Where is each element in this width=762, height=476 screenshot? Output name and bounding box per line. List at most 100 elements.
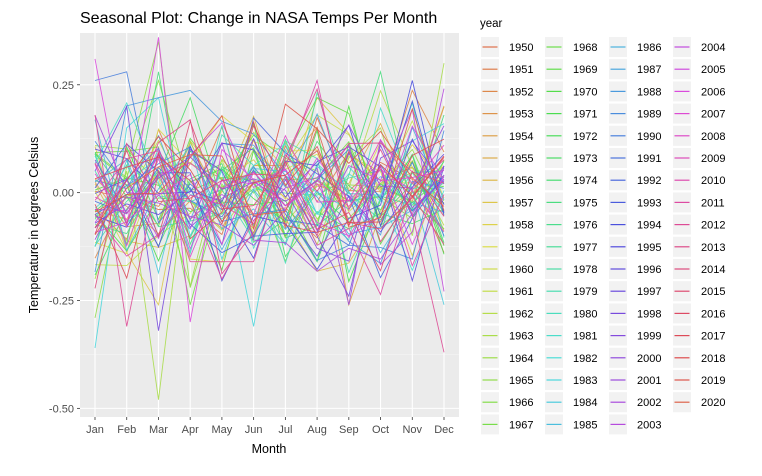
legend-label: 1966 xyxy=(509,397,533,409)
legend-label: 2013 xyxy=(701,242,725,254)
legend-label: 1968 xyxy=(573,42,597,54)
legend-label: 1964 xyxy=(509,353,533,365)
legend-label: 2008 xyxy=(701,131,725,143)
legend-item-2002: 2002 xyxy=(609,392,661,413)
legend-item-2013: 2013 xyxy=(673,236,725,257)
legend-item-2008: 2008 xyxy=(673,125,725,146)
series-line-1983 xyxy=(94,96,445,349)
legend-label: 1953 xyxy=(509,109,533,121)
legend-label: 2011 xyxy=(701,197,725,209)
y-tick-label: -0.25 xyxy=(49,296,74,308)
legend-label: 1983 xyxy=(573,375,597,387)
series-line-2009 xyxy=(94,162,445,233)
legend-label: 1954 xyxy=(509,131,533,143)
series-line-2002 xyxy=(94,115,445,272)
legend-item-1997: 1997 xyxy=(609,281,661,302)
legend-label: 1988 xyxy=(637,86,661,98)
x-tick-label: Oct xyxy=(372,424,389,436)
legend-label: 1978 xyxy=(573,264,597,276)
legend-item-1989: 1989 xyxy=(609,103,661,124)
legend-item-2001: 2001 xyxy=(609,370,661,390)
x-tick-label: Nov xyxy=(402,424,422,436)
series-line-2016 xyxy=(94,124,445,230)
legend-label: 1994 xyxy=(637,220,661,232)
legend-item-2004: 2004 xyxy=(673,37,725,57)
legend-label: 1969 xyxy=(573,64,597,76)
legend-item-1951: 1951 xyxy=(481,59,533,80)
legend-label: 1967 xyxy=(509,419,533,431)
x-tick-label: Jul xyxy=(278,424,292,436)
legend-item-2003: 2003 xyxy=(609,414,661,435)
legend-item-2020: 2020 xyxy=(673,392,725,413)
legend-label: 1984 xyxy=(573,397,597,409)
legend-item-2019: 2019 xyxy=(673,370,725,390)
y-axis: 0.25 0.00 -0.25 -0.50 xyxy=(49,80,80,415)
series-line-1979 xyxy=(94,140,445,274)
legend-item-1981: 1981 xyxy=(545,325,597,346)
legend-item-1988: 1988 xyxy=(609,81,661,102)
legend-label: 1993 xyxy=(637,197,661,209)
x-tick-label: Jun xyxy=(245,424,263,436)
x-tick-label: Dec xyxy=(434,424,454,436)
legend-label: 2003 xyxy=(637,419,661,431)
legend-label: 1980 xyxy=(573,308,597,320)
legend-label: 2012 xyxy=(701,220,725,232)
series-line-2015 xyxy=(94,119,445,272)
series-line-2010 xyxy=(94,78,445,267)
legend-label: 2005 xyxy=(701,64,725,76)
series-line-1998 xyxy=(94,104,445,331)
series-line-2011 xyxy=(94,150,445,296)
x-tick-label: Jan xyxy=(86,424,104,436)
series-line-2000 xyxy=(94,123,445,240)
legend-label: 2018 xyxy=(701,353,725,365)
legend-label: 1995 xyxy=(637,242,661,254)
series-group xyxy=(94,37,445,400)
legend-label: 2000 xyxy=(637,353,661,365)
legend-item-1995: 1995 xyxy=(609,236,661,257)
x-tick-label: May xyxy=(212,424,233,436)
legend-label: 2009 xyxy=(701,153,725,165)
legend-item-1985: 1985 xyxy=(545,414,597,435)
x-tick-label: Apr xyxy=(182,424,199,436)
legend-label: 1974 xyxy=(573,175,597,187)
legend-item-1992: 1992 xyxy=(609,170,661,191)
legend-label: 1957 xyxy=(509,197,533,209)
series-line-2012 xyxy=(94,87,445,353)
legend-item-1974: 1974 xyxy=(545,170,597,191)
legend-label: 1976 xyxy=(573,220,597,232)
legend-item-1986: 1986 xyxy=(609,37,661,57)
legend-label: 1987 xyxy=(637,64,661,76)
legend-label: 1956 xyxy=(509,175,533,187)
legend-label: 1997 xyxy=(637,286,661,298)
legend-item-1976: 1976 xyxy=(545,214,597,235)
legend-label: 2015 xyxy=(701,286,725,298)
legend-item-1963: 1963 xyxy=(481,325,533,346)
legend-label: 1972 xyxy=(573,131,597,143)
legend-label: 1961 xyxy=(509,286,533,298)
legend-item-1966: 1966 xyxy=(481,392,533,413)
legend-item-1955: 1955 xyxy=(481,148,533,168)
x-tick-label: Sep xyxy=(339,424,359,436)
legend-label: 1990 xyxy=(637,131,661,143)
legend-item-1991: 1991 xyxy=(609,148,661,168)
legend-label: 1959 xyxy=(509,242,533,254)
legend-item-2009: 2009 xyxy=(673,148,725,168)
legend-item-2015: 2015 xyxy=(673,281,725,302)
legend-label: 2004 xyxy=(701,42,725,54)
legend-label: 1999 xyxy=(637,331,661,343)
legend-item-1959: 1959 xyxy=(481,236,533,257)
legend-item-1952: 1952 xyxy=(481,81,533,102)
legend-label: 2010 xyxy=(701,175,725,187)
series-line-2018 xyxy=(94,135,445,228)
legend-item-1978: 1978 xyxy=(545,259,597,279)
legend-label: 2019 xyxy=(701,375,725,387)
legend-item-1957: 1957 xyxy=(481,192,533,213)
legend-label: 1958 xyxy=(509,220,533,232)
legend-label: 1996 xyxy=(637,264,661,276)
y-tick-label: -0.50 xyxy=(49,403,74,415)
legend-item-1958: 1958 xyxy=(481,214,533,235)
legend-label: 1955 xyxy=(509,153,533,165)
legend-item-1968: 1968 xyxy=(545,37,597,57)
legend-item-2007: 2007 xyxy=(673,103,725,124)
